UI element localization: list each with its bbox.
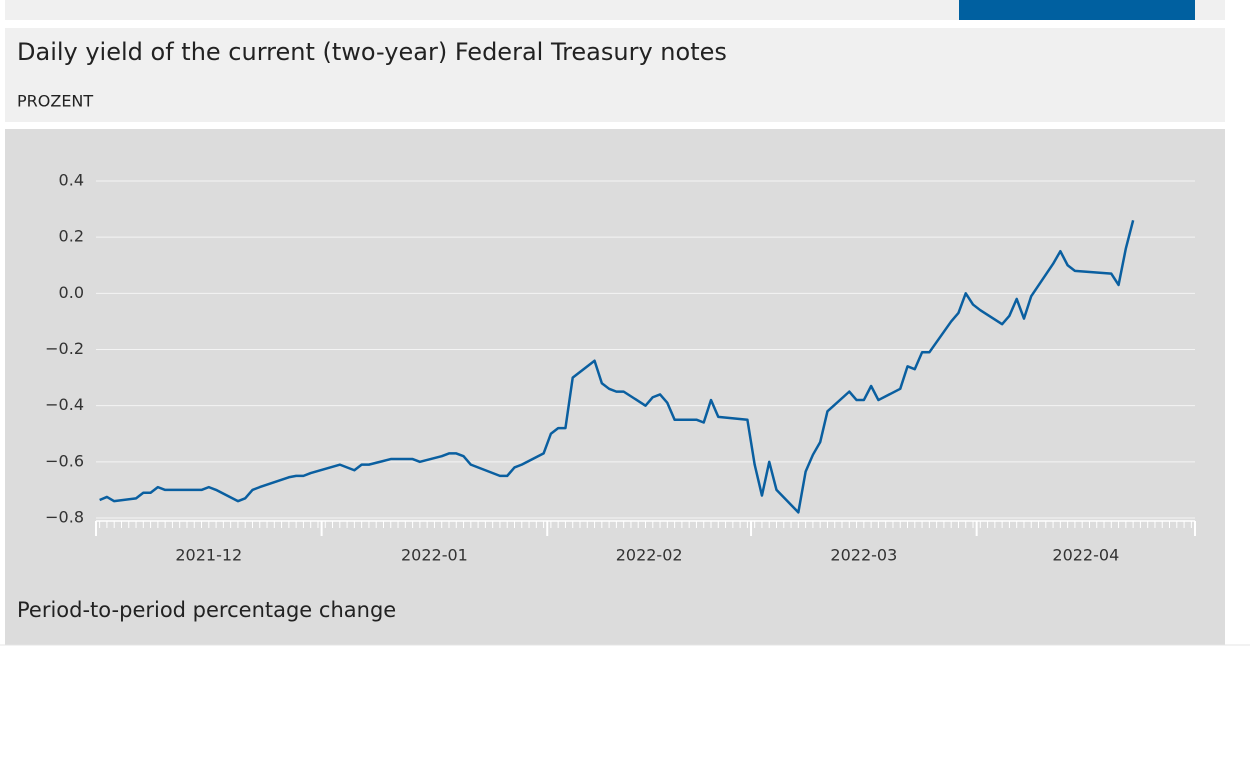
unit-label: PROZENT bbox=[17, 92, 93, 111]
data-line bbox=[99, 220, 1135, 514]
chart-panel bbox=[5, 129, 1225, 645]
top-bar bbox=[5, 0, 1225, 20]
x-tick-label: 2022-04 bbox=[1052, 546, 1119, 565]
button[interactable] bbox=[959, 0, 1195, 20]
y-tick-label: −0.8 bbox=[45, 508, 84, 527]
chart-title: Daily yield of the current (two-year) Fe… bbox=[17, 38, 727, 66]
y-tick-label: 0.2 bbox=[59, 227, 84, 246]
section-heading: Period-to-period percentage change bbox=[17, 598, 396, 622]
header-panel bbox=[5, 28, 1225, 122]
y-tick-label: −0.6 bbox=[45, 451, 84, 470]
y-tick-label: −0.4 bbox=[45, 395, 84, 414]
x-tick-label: 2022-02 bbox=[616, 546, 683, 565]
x-tick-label: 2021-12 bbox=[175, 546, 242, 565]
y-tick-label: 0.4 bbox=[59, 171, 84, 190]
y-tick-label: 0.0 bbox=[59, 283, 84, 302]
y-tick-label: −0.2 bbox=[45, 339, 84, 358]
x-tick-label: 2022-03 bbox=[830, 546, 897, 565]
x-tick-label: 2022-01 bbox=[401, 546, 468, 565]
